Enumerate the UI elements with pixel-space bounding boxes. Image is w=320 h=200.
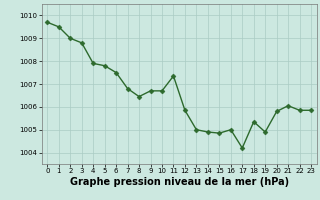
X-axis label: Graphe pression niveau de la mer (hPa): Graphe pression niveau de la mer (hPa) bbox=[70, 177, 289, 187]
